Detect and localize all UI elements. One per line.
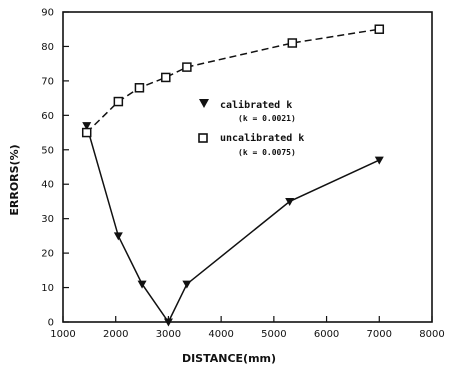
legend-marker-calibrated xyxy=(199,99,209,108)
y-tick-label-70: 70 xyxy=(41,76,54,87)
point-uncalibrated-0 xyxy=(81,127,92,138)
point-calibrated-0 xyxy=(82,122,92,131)
series-line-1 xyxy=(86,28,380,134)
y-tick-label-30: 30 xyxy=(41,214,54,225)
legend-entry-uncalibrated: uncalibrated k (k = 0.0075) xyxy=(198,132,304,157)
series-lines xyxy=(85,28,380,324)
x-tick-label-2000: 2000 xyxy=(103,329,128,340)
point-calibrated-5 xyxy=(285,197,295,206)
point-uncalibrated-1 xyxy=(113,96,124,107)
plot-frame xyxy=(62,11,433,323)
y-axis-label: ERRORS(%) xyxy=(8,144,21,215)
x-tick-label-1000: 1000 xyxy=(50,329,75,340)
point-calibrated-4 xyxy=(182,280,192,289)
y-tick-label-20: 20 xyxy=(41,249,54,260)
series-line-0 xyxy=(85,125,380,324)
y-tick-label-0: 0 xyxy=(48,318,54,329)
point-calibrated-1 xyxy=(113,232,123,241)
point-uncalibrated-4 xyxy=(182,62,192,72)
point-calibrated-3 xyxy=(163,318,173,327)
legend-sub-uncalibrated: (k = 0.0075) xyxy=(238,148,296,157)
point-uncalibrated-2 xyxy=(134,83,145,93)
y-tick-label-50: 50 xyxy=(41,145,54,156)
x-tick-label-7000: 7000 xyxy=(367,329,392,340)
y-axis-ticks: 0 10 20 30 40 50 60 70 80 90 xyxy=(41,8,69,329)
axes xyxy=(62,11,433,323)
point-uncalibrated-5 xyxy=(287,38,298,48)
x-tick-label-5000: 5000 xyxy=(261,329,286,340)
x-tick-label-6000: 6000 xyxy=(314,329,339,340)
legend-marker-uncalibrated xyxy=(198,133,208,143)
x-axis-label: DISTANCE(mm) xyxy=(182,352,276,365)
y-tick-label-40: 40 xyxy=(41,180,54,191)
legend-sub-calibrated: (k = 0.0021) xyxy=(238,114,296,123)
y-tick-label-10: 10 xyxy=(41,283,54,294)
series-markers xyxy=(81,24,385,327)
x-axis-ticks: 1000 2000 3000 4000 5000 6000 7000 8000 xyxy=(50,316,445,340)
x-tick-label-8000: 8000 xyxy=(419,329,444,340)
point-uncalibrated-6 xyxy=(374,24,385,34)
legend-label-calibrated: calibrated k xyxy=(220,99,292,111)
legend-entry-calibrated: calibrated k (k = 0.0021) xyxy=(199,99,296,123)
x-tick-label-4000: 4000 xyxy=(208,329,233,340)
x-tick-label-3000: 3000 xyxy=(156,329,181,340)
point-uncalibrated-3 xyxy=(161,72,171,83)
y-tick-label-60: 60 xyxy=(41,111,54,122)
point-calibrated-6 xyxy=(374,156,384,165)
legend: calibrated k (k = 0.0021) uncalibrated k… xyxy=(198,99,304,157)
legend-label-uncalibrated: uncalibrated k xyxy=(220,132,304,144)
y-tick-label-90: 90 xyxy=(41,8,54,19)
point-calibrated-2 xyxy=(137,280,147,289)
y-tick-label-80: 80 xyxy=(41,42,54,53)
